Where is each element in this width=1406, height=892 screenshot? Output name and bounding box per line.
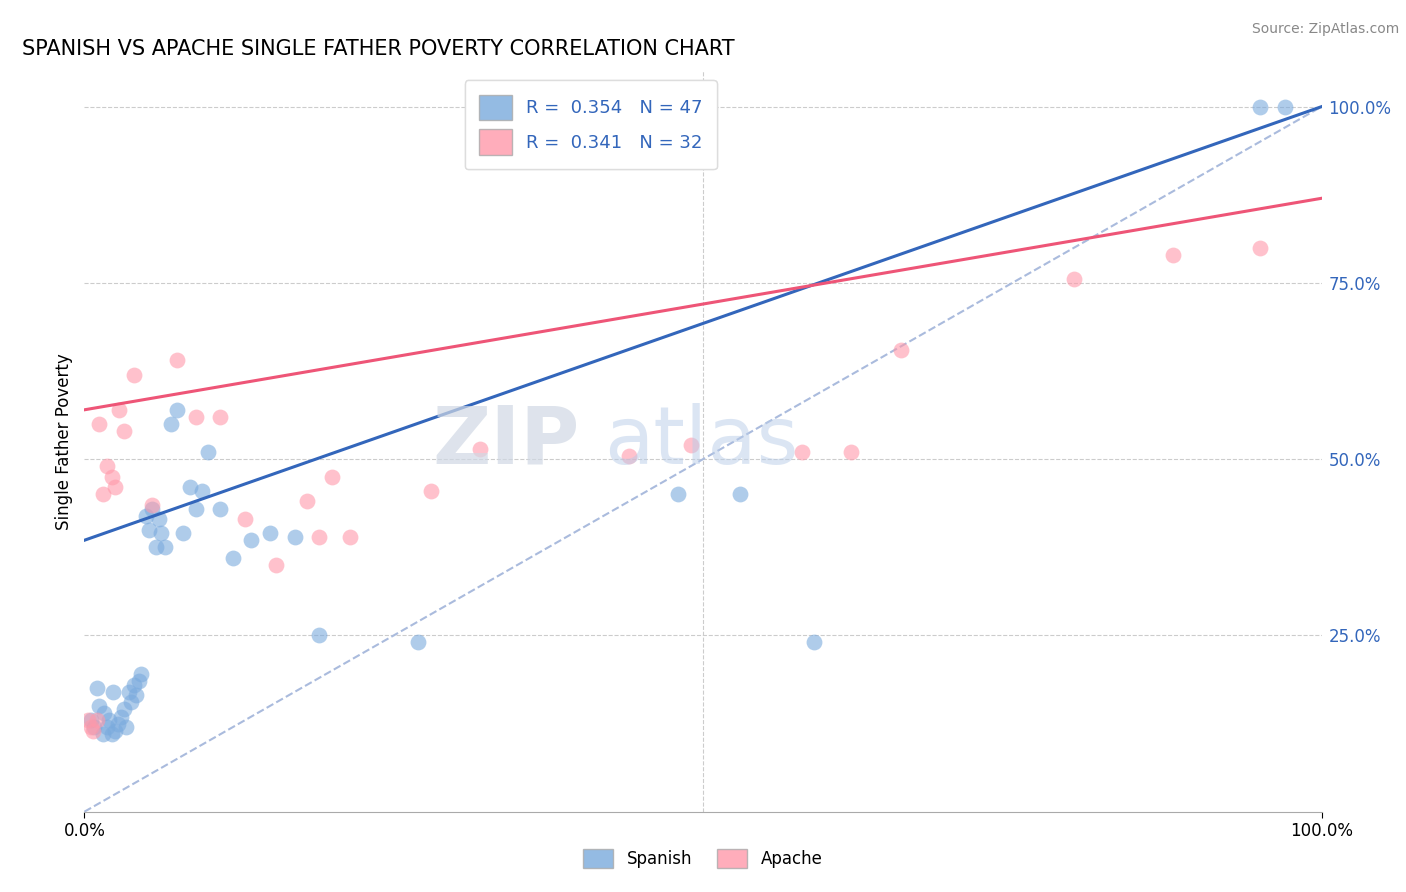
Point bbox=[118, 685, 141, 699]
Point bbox=[1249, 100, 1271, 114]
Legend: Spanish, Apache: Spanish, Apache bbox=[576, 842, 830, 875]
Point bbox=[184, 501, 207, 516]
Point bbox=[115, 720, 138, 734]
Point bbox=[233, 512, 256, 526]
Point bbox=[259, 526, 281, 541]
Point bbox=[153, 541, 176, 555]
Point bbox=[209, 409, 232, 424]
Point bbox=[308, 530, 330, 544]
Point bbox=[890, 343, 912, 357]
Point bbox=[284, 530, 307, 544]
Point bbox=[100, 470, 122, 484]
Point bbox=[172, 526, 194, 541]
Point bbox=[112, 424, 135, 438]
Point bbox=[1249, 241, 1271, 255]
Point bbox=[101, 685, 124, 699]
Point bbox=[419, 483, 441, 498]
Point bbox=[120, 695, 142, 709]
Text: SPANISH VS APACHE SINGLE FATHER POVERTY CORRELATION CHART: SPANISH VS APACHE SINGLE FATHER POVERTY … bbox=[22, 38, 735, 59]
Legend: R =  0.354   N = 47, R =  0.341   N = 32: R = 0.354 N = 47, R = 0.341 N = 32 bbox=[464, 80, 717, 169]
Point bbox=[1161, 248, 1184, 262]
Point bbox=[138, 523, 160, 537]
Point bbox=[209, 501, 232, 516]
Point bbox=[1063, 272, 1085, 286]
Point bbox=[308, 628, 330, 642]
Point bbox=[122, 368, 145, 382]
Point bbox=[408, 635, 430, 649]
Point bbox=[728, 487, 751, 501]
Point bbox=[83, 720, 105, 734]
Point bbox=[295, 494, 318, 508]
Point bbox=[129, 667, 152, 681]
Point bbox=[179, 480, 201, 494]
Point bbox=[803, 635, 825, 649]
Point bbox=[104, 480, 127, 494]
Point bbox=[86, 713, 108, 727]
Point bbox=[321, 470, 343, 484]
Point bbox=[184, 409, 207, 424]
Point bbox=[150, 526, 173, 541]
Point bbox=[240, 533, 263, 548]
Point bbox=[79, 720, 101, 734]
Point bbox=[141, 501, 163, 516]
Y-axis label: Single Father Poverty: Single Father Poverty bbox=[55, 353, 73, 530]
Point bbox=[98, 713, 121, 727]
Point bbox=[122, 678, 145, 692]
Point bbox=[89, 698, 111, 713]
Point bbox=[166, 402, 188, 417]
Point bbox=[470, 442, 492, 456]
Point bbox=[617, 449, 640, 463]
Point bbox=[110, 709, 132, 723]
Point bbox=[96, 459, 118, 474]
Point bbox=[166, 353, 188, 368]
Point bbox=[107, 716, 129, 731]
Point bbox=[82, 723, 104, 738]
Point bbox=[100, 727, 122, 741]
Point bbox=[264, 558, 287, 572]
Point bbox=[1274, 100, 1296, 114]
Point bbox=[86, 681, 108, 696]
Point bbox=[112, 702, 135, 716]
Point bbox=[91, 727, 114, 741]
Point bbox=[108, 402, 131, 417]
Point bbox=[96, 720, 118, 734]
Text: atlas: atlas bbox=[605, 402, 799, 481]
Point bbox=[141, 498, 163, 512]
Point bbox=[197, 445, 219, 459]
Point bbox=[148, 512, 170, 526]
Point bbox=[160, 417, 183, 431]
Point bbox=[128, 674, 150, 689]
Point bbox=[222, 550, 245, 565]
Point bbox=[91, 487, 114, 501]
Point bbox=[93, 706, 115, 720]
Point bbox=[77, 713, 100, 727]
Point bbox=[125, 689, 148, 703]
Point bbox=[104, 723, 127, 738]
Point bbox=[89, 417, 111, 431]
Point bbox=[79, 713, 101, 727]
Point bbox=[191, 483, 214, 498]
Text: Source: ZipAtlas.com: Source: ZipAtlas.com bbox=[1251, 22, 1399, 37]
Text: ZIP: ZIP bbox=[432, 402, 579, 481]
Point bbox=[666, 487, 689, 501]
Point bbox=[790, 445, 813, 459]
Point bbox=[679, 438, 702, 452]
Point bbox=[841, 445, 863, 459]
Point bbox=[145, 541, 167, 555]
Point bbox=[135, 508, 157, 523]
Point bbox=[339, 530, 361, 544]
